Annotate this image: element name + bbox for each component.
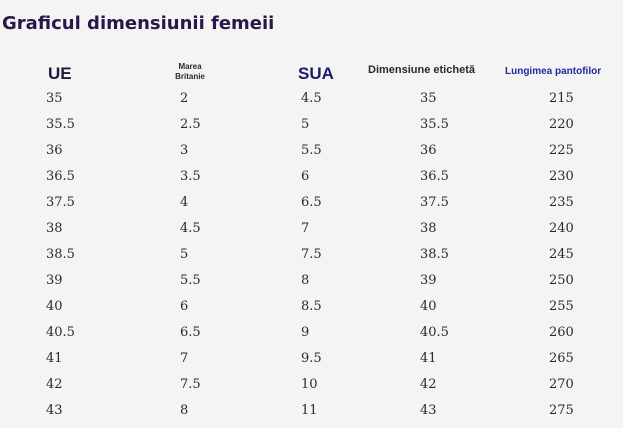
cell-ue: 42 bbox=[46, 377, 63, 392]
cell-shoe-length: 215 bbox=[549, 91, 574, 106]
column-header-shoe-length: Lungimea pantofilor bbox=[505, 66, 602, 77]
cell-label-size: 36.5 bbox=[420, 169, 449, 184]
cell-ue: 43 bbox=[46, 403, 63, 418]
cell-ue: 36.5 bbox=[46, 169, 75, 184]
cell-us: 6 bbox=[301, 169, 310, 184]
cell-us: 11 bbox=[301, 403, 318, 418]
cell-label-size: 38.5 bbox=[420, 247, 449, 262]
cell-uk: 8 bbox=[180, 403, 189, 418]
column-header-uk: Marea Britanie bbox=[170, 62, 210, 82]
cell-uk: 7 bbox=[180, 351, 189, 366]
table-row: 37.5 4 6.5 37.5 235 bbox=[0, 194, 623, 220]
cell-ue: 38 bbox=[46, 221, 63, 236]
cell-shoe-length: 240 bbox=[549, 221, 574, 236]
page-title: Graficul dimensiunii femeii bbox=[2, 13, 275, 34]
cell-uk: 6.5 bbox=[180, 325, 201, 340]
cell-shoe-length: 255 bbox=[549, 299, 574, 314]
table-row: 38 4.5 7 38 240 bbox=[0, 220, 623, 246]
cell-label-size: 37.5 bbox=[420, 195, 449, 210]
cell-uk: 5 bbox=[180, 247, 189, 262]
cell-uk: 4 bbox=[180, 195, 189, 210]
cell-shoe-length: 260 bbox=[549, 325, 574, 340]
cell-us: 10 bbox=[301, 377, 318, 392]
cell-shoe-length: 275 bbox=[549, 403, 574, 418]
cell-shoe-length: 245 bbox=[549, 247, 574, 262]
cell-ue: 40.5 bbox=[46, 325, 75, 340]
cell-shoe-length: 265 bbox=[549, 351, 574, 366]
cell-uk: 2.5 bbox=[180, 117, 201, 132]
cell-shoe-length: 230 bbox=[549, 169, 574, 184]
cell-us: 9.5 bbox=[301, 351, 322, 366]
table-row: 40 6 8.5 40 255 bbox=[0, 298, 623, 324]
cell-ue: 37.5 bbox=[46, 195, 75, 210]
cell-ue: 41 bbox=[46, 351, 63, 366]
cell-shoe-length: 270 bbox=[549, 377, 574, 392]
cell-uk: 6 bbox=[180, 299, 189, 314]
column-header-label-size: Dimensiune etichetă bbox=[368, 64, 475, 76]
cell-label-size: 35 bbox=[420, 91, 437, 106]
column-header-ue: UE bbox=[48, 64, 72, 83]
cell-label-size: 40.5 bbox=[420, 325, 449, 340]
table-row: 41 7 9.5 41 265 bbox=[0, 350, 623, 376]
table-row: 36 3 5.5 36 225 bbox=[0, 142, 623, 168]
cell-ue: 36 bbox=[46, 143, 63, 158]
cell-us: 6.5 bbox=[301, 195, 322, 210]
cell-label-size: 41 bbox=[420, 351, 437, 366]
cell-us: 8 bbox=[301, 273, 310, 288]
cell-shoe-length: 235 bbox=[549, 195, 574, 210]
cell-us: 7.5 bbox=[301, 247, 322, 262]
cell-label-size: 43 bbox=[420, 403, 437, 418]
table-row: 36.5 3.5 6 36.5 230 bbox=[0, 168, 623, 194]
cell-label-size: 35.5 bbox=[420, 117, 449, 132]
cell-uk: 3 bbox=[180, 143, 189, 158]
column-header-uk-line2: Britanie bbox=[175, 72, 205, 81]
table-row: 38.5 5 7.5 38.5 245 bbox=[0, 246, 623, 272]
cell-uk: 5.5 bbox=[180, 273, 201, 288]
cell-label-size: 36 bbox=[420, 143, 437, 158]
table-row: 35.5 2.5 5 35.5 220 bbox=[0, 116, 623, 142]
cell-us: 4.5 bbox=[301, 91, 322, 106]
cell-label-size: 38 bbox=[420, 221, 437, 236]
column-header-us: SUA bbox=[298, 64, 334, 83]
cell-us: 5.5 bbox=[301, 143, 322, 158]
cell-uk: 2 bbox=[180, 91, 189, 106]
cell-label-size: 42 bbox=[420, 377, 437, 392]
cell-uk: 4.5 bbox=[180, 221, 201, 236]
table-row: 39 5.5 8 39 250 bbox=[0, 272, 623, 298]
table-row: 35 2 4.5 35 215 bbox=[0, 90, 623, 116]
column-header-uk-line1: Marea bbox=[178, 62, 202, 71]
cell-us: 7 bbox=[301, 221, 310, 236]
cell-uk: 3.5 bbox=[180, 169, 201, 184]
cell-ue: 40 bbox=[46, 299, 63, 314]
table-row: 40.5 6.5 9 40.5 260 bbox=[0, 324, 623, 350]
table-row: 42 7.5 10 42 270 bbox=[0, 376, 623, 402]
cell-shoe-length: 250 bbox=[549, 273, 574, 288]
table-body: 35 2 4.5 35 215 35.5 2.5 5 35.5 220 36 3 5.5 36 225 36.… bbox=[0, 90, 623, 428]
cell-label-size: 39 bbox=[420, 273, 437, 288]
cell-ue: 39 bbox=[46, 273, 63, 288]
table-row: 43 8 11 43 275 bbox=[0, 402, 623, 428]
cell-shoe-length: 220 bbox=[549, 117, 574, 132]
cell-ue: 35.5 bbox=[46, 117, 75, 132]
cell-us: 5 bbox=[301, 117, 310, 132]
cell-uk: 7.5 bbox=[180, 377, 201, 392]
cell-us: 8.5 bbox=[301, 299, 322, 314]
cell-ue: 38.5 bbox=[46, 247, 75, 262]
cell-us: 9 bbox=[301, 325, 310, 340]
cell-label-size: 40 bbox=[420, 299, 437, 314]
cell-shoe-length: 225 bbox=[549, 143, 574, 158]
cell-ue: 35 bbox=[46, 91, 63, 106]
